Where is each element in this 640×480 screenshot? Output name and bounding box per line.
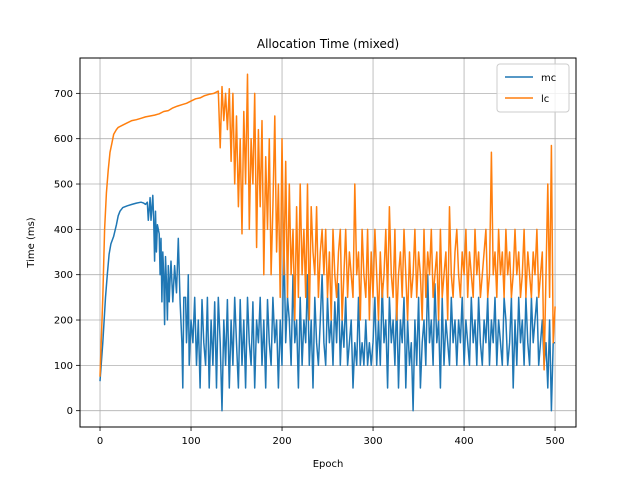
x-tick-label: 0 xyxy=(97,436,103,447)
y-tick-label: 300 xyxy=(54,270,73,281)
y-tick-label: 600 xyxy=(54,134,73,145)
x-tick-label: 300 xyxy=(364,436,383,447)
series-line-mc xyxy=(99,194,556,412)
x-tick-label: 400 xyxy=(455,436,474,447)
legend: mc lc xyxy=(496,63,570,113)
y-tick-label: 0 xyxy=(67,406,73,417)
y-tick-label: 100 xyxy=(54,361,73,372)
legend-label-lc: lc xyxy=(541,94,549,105)
plot-frame xyxy=(79,57,577,428)
x-tick-label: 100 xyxy=(181,436,200,447)
y-axis-ticks: 0 100 200 300 400 500 600 700 xyxy=(54,89,80,417)
chart-title: Allocation Time (mixed) xyxy=(257,37,399,51)
y-axis-label: Time (ms) xyxy=(26,217,37,269)
x-axis-ticks: 0 100 200 300 400 500 xyxy=(97,427,565,447)
series-layer xyxy=(99,73,556,412)
x-axis-label: Epoch xyxy=(313,459,344,470)
x-tick-label: 500 xyxy=(546,436,565,447)
y-tick-label: 200 xyxy=(54,316,73,327)
series-line-lc xyxy=(99,73,556,377)
x-tick-label: 200 xyxy=(272,436,291,447)
y-tick-label: 400 xyxy=(54,225,73,236)
legend-box xyxy=(496,63,570,113)
y-tick-label: 500 xyxy=(54,180,73,191)
y-tick-label: 700 xyxy=(54,89,73,100)
legend-label-mc: mc xyxy=(541,73,556,84)
